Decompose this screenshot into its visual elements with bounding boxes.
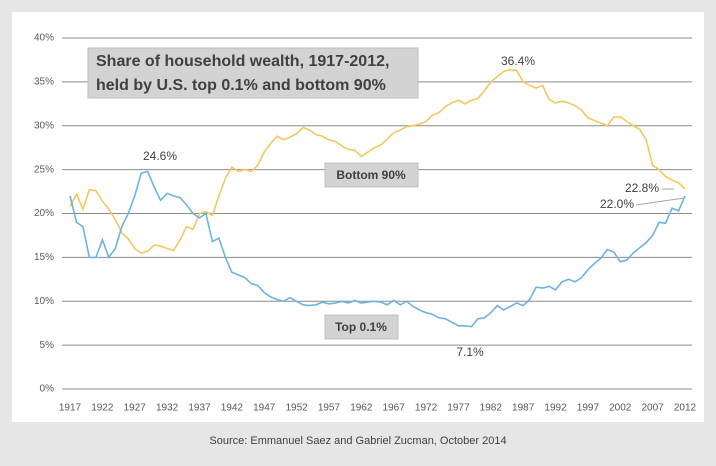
- x-tick-label: 1932: [156, 403, 179, 414]
- y-tick-label: 25%: [34, 164, 54, 175]
- x-tick-label: 1997: [577, 403, 600, 414]
- annotation: 7.1%: [456, 345, 484, 359]
- label-box: [324, 162, 419, 188]
- series-label: Top 0.1%: [335, 320, 387, 334]
- x-tick-label: 1992: [544, 403, 567, 414]
- annotation: 36.4%: [501, 54, 535, 68]
- annotation: 22.8%: [625, 181, 659, 195]
- x-tick-label: 1972: [415, 403, 438, 414]
- annotation: 24.6%: [143, 149, 177, 163]
- x-tick-label: 1967: [383, 403, 406, 414]
- x-tick-label: 2002: [609, 403, 632, 414]
- source: Source: Emmanuel Saez and Gabriel Zucman…: [209, 435, 506, 447]
- chart-subtitle: held by U.S. top 0.1% and bottom 90%: [96, 77, 386, 94]
- x-tick-label: 1947: [253, 403, 276, 414]
- chart-title: Share of household wealth, 1917-2012,: [96, 53, 389, 70]
- x-tick-label: 1982: [480, 403, 503, 414]
- x-tick-label: 1922: [91, 403, 114, 414]
- series-line: [69, 68, 686, 254]
- y-tick-label: 30%: [34, 120, 54, 131]
- y-tick-label: 35%: [34, 77, 54, 88]
- x-tick-label: 1917: [59, 403, 82, 414]
- x-tick-label: 1937: [188, 403, 211, 414]
- x-tick-label: 1942: [221, 403, 244, 414]
- y-tick-label: 15%: [34, 252, 54, 263]
- series-line: [69, 170, 686, 328]
- x-tick-label: 2007: [642, 403, 665, 414]
- y-tick-label: 0%: [40, 384, 55, 395]
- x-tick-label: 1957: [318, 403, 341, 414]
- y-tick-label: 40%: [34, 33, 54, 44]
- y-tick-label: 20%: [34, 208, 54, 219]
- y-tick-label: 5%: [40, 340, 55, 351]
- x-tick-label: 1952: [285, 403, 308, 414]
- title-box: [87, 47, 419, 99]
- annotation: 22.0%: [600, 197, 634, 211]
- leader-line: [635, 197, 685, 206]
- x-tick-label: 1977: [447, 403, 470, 414]
- x-tick-label: 2012: [674, 403, 697, 414]
- x-tick-label: 1962: [350, 403, 373, 414]
- x-tick-label: 1987: [512, 403, 535, 414]
- series-label: Bottom 90%: [336, 168, 406, 182]
- label-box: [324, 314, 399, 340]
- y-tick-label: 10%: [34, 296, 54, 307]
- x-tick-label: 1927: [124, 403, 147, 414]
